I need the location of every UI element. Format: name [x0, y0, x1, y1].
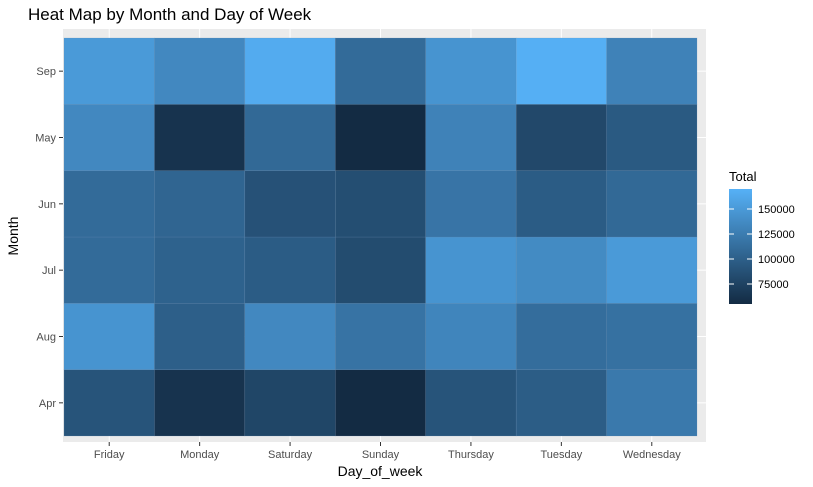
y-tick-label: Jun — [38, 199, 56, 211]
heatmap-cell — [63, 369, 155, 437]
legend-label: 125000 — [758, 229, 795, 241]
heatmap-cell — [335, 37, 426, 105]
heatmap-cell — [63, 104, 155, 171]
heatmap-cell — [515, 37, 607, 105]
heatmap-cell — [335, 170, 426, 238]
y-tick-label: May — [35, 133, 56, 145]
heatmap-cell — [335, 369, 426, 437]
heatmap-cell — [63, 37, 155, 105]
heatmap-cell — [154, 170, 246, 238]
legend-label: 150000 — [758, 204, 795, 216]
y-tick-label: Aug — [36, 332, 56, 344]
x-tick-label: Thursday — [448, 449, 494, 461]
y-axis: Apr Aug Jul Jun May Sep — [35, 66, 63, 410]
legend-label: 75000 — [758, 279, 789, 291]
legend-label: 100000 — [758, 254, 795, 266]
x-tick-label: Saturday — [268, 449, 313, 461]
heatmap-cell — [244, 369, 336, 437]
chart-title: Heat Map by Month and Day of Week — [28, 5, 312, 24]
heatmap-cell — [425, 369, 517, 437]
heatmap-cell — [244, 236, 336, 304]
heatmap-cell — [335, 236, 426, 304]
heatmap-cell — [425, 170, 517, 238]
x-tick-label: Wednesday — [623, 449, 681, 461]
heatmap-cell — [425, 303, 517, 370]
heatmap-cell — [244, 37, 336, 105]
heatmap-cell — [335, 303, 426, 370]
x-tick-label: Friday — [94, 449, 125, 461]
heatmap-cell — [425, 236, 517, 304]
heatmap-cells — [63, 37, 698, 437]
x-tick-label: Monday — [180, 449, 220, 461]
legend: Total 75000 100000 125000 150000 — [729, 169, 795, 304]
heatmap-cell — [244, 303, 336, 370]
heatmap-cell — [515, 303, 607, 370]
x-tick-label: Sunday — [362, 449, 400, 461]
x-tick-label: Tuesday — [540, 449, 582, 461]
legend-ticks: 75000 100000 125000 150000 — [729, 204, 795, 291]
heatmap-cell — [154, 369, 246, 437]
heatmap-cell — [154, 37, 246, 105]
x-axis: Friday Monday Saturday Sunday Thursday Tuesda… — [94, 442, 681, 461]
legend-colorbar — [729, 189, 752, 304]
heatmap-cell — [515, 170, 607, 238]
heatmap-cell — [606, 37, 698, 105]
heatmap-cell — [244, 104, 336, 171]
heatmap-cell — [425, 104, 517, 171]
heatmap-cell — [606, 104, 698, 171]
heatmap-cell — [244, 170, 336, 238]
heatmap-cell — [154, 104, 246, 171]
heatmap-cell — [335, 104, 426, 171]
heatmap-cell — [606, 170, 698, 238]
x-axis-title: Day_of_week — [338, 463, 424, 479]
heatmap-cell — [515, 369, 607, 437]
heatmap-cell — [425, 37, 517, 105]
heatmap-cell — [606, 303, 698, 370]
heatmap-cell — [515, 104, 607, 171]
legend-title: Total — [729, 169, 757, 184]
heatmap-cell — [63, 303, 155, 370]
heatmap-cell — [606, 369, 698, 437]
heatmap-cell — [515, 236, 607, 304]
heatmap-cell — [154, 303, 246, 370]
y-tick-label: Sep — [36, 66, 56, 78]
heatmap-cell — [63, 170, 155, 238]
y-axis-title: Month — [5, 217, 21, 256]
y-tick-label: Apr — [39, 398, 56, 410]
y-tick-label: Jul — [42, 265, 56, 277]
heatmap-cell — [154, 236, 246, 304]
heatmap-cell — [63, 236, 155, 304]
heatmap-cell — [606, 236, 698, 304]
